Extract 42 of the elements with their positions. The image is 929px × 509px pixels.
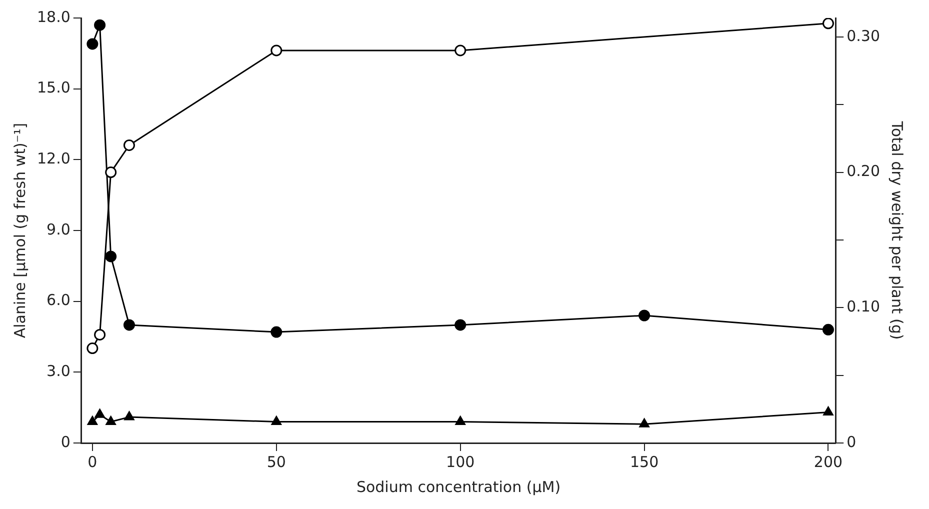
point: [123, 139, 135, 151]
y-tick-label: 3.0: [46, 362, 70, 380]
x-tick-label: 150: [630, 452, 659, 471]
point: [94, 328, 106, 340]
point: [638, 310, 650, 322]
x-tick-label: 0: [88, 452, 98, 471]
point: [270, 44, 282, 56]
point: [822, 18, 834, 30]
point: [94, 408, 105, 418]
y-tick-label: 9.0: [46, 220, 70, 238]
y-tick-label: 15.0: [36, 78, 70, 97]
point: [94, 19, 106, 31]
point: [639, 418, 650, 428]
point: [454, 44, 466, 56]
x-tick-label: 50: [266, 452, 286, 471]
point: [822, 324, 834, 336]
y2-tick-label: 0.20: [846, 162, 880, 180]
y2-axis-title: Total dry weight per plant (g): [888, 120, 906, 340]
point: [124, 411, 134, 420]
x-tick-label: 200: [814, 452, 843, 471]
y-tick-label: 18.0: [36, 8, 70, 26]
point: [123, 319, 135, 331]
point: [106, 416, 116, 425]
point: [105, 166, 117, 178]
y-tick-label: 12.0: [36, 150, 70, 168]
y-tick-label: 0: [60, 432, 70, 451]
point: [271, 416, 282, 425]
point: [270, 326, 282, 338]
point: [87, 416, 98, 425]
y-axis-title: Alanine [µmol (g fresh wt)⁻¹]: [10, 122, 29, 338]
y2-tick-label: 0: [846, 432, 856, 451]
y-tick-label: 6.0: [46, 291, 70, 310]
point: [454, 319, 466, 331]
x-tick-label: 100: [446, 452, 475, 471]
y2-tick-label: 0.10: [846, 298, 880, 316]
point: [455, 416, 466, 425]
point: [823, 406, 834, 416]
point: [86, 342, 98, 354]
point: [86, 38, 98, 50]
point: [105, 250, 117, 262]
x-axis-title: Sodium concentration (µM): [356, 478, 561, 496]
y2-tick-label: 0.30: [846, 26, 880, 45]
